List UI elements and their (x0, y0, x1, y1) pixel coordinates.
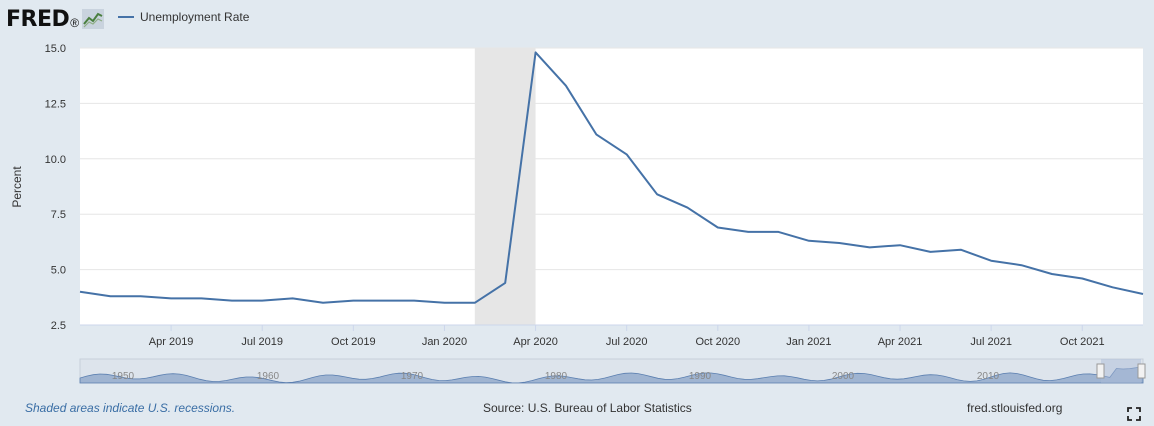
x-tick-label: Jul 2021 (970, 336, 1012, 348)
legend-swatch (118, 16, 134, 18)
plot-area (80, 48, 1143, 325)
navigator-label: 2000 (832, 371, 855, 382)
y-tick-label: 15.0 (45, 43, 66, 55)
series-line (79, 51, 1144, 304)
x-tick-label: Oct 2019 (331, 336, 376, 348)
navigator-label: 1970 (401, 371, 424, 382)
logo-registered-mark: ® (70, 16, 80, 30)
y-tick-label: 2.5 (51, 320, 66, 332)
x-tick-label: Jul 2020 (606, 336, 648, 348)
x-tick-label: Jul 2019 (241, 336, 283, 348)
x-tick-label: Apr 2021 (878, 336, 923, 348)
navigator-series (79, 365, 1144, 384)
legend-label: Unemployment Rate (140, 10, 250, 24)
navigator-handle-right (1137, 363, 1146, 379)
navigator-label: 2010 (977, 371, 1000, 382)
y-tick-label: 10.0 (45, 154, 66, 166)
range-navigator[interactable]: 1950 1960 1970 1980 1990 2000 2010 (79, 358, 1146, 384)
y-tick-label: 12.5 (45, 98, 66, 110)
logo-text: FRED (6, 6, 70, 32)
x-tick-label: Oct 2021 (1060, 336, 1105, 348)
site-link[interactable]: fred.stlouisfed.org (967, 401, 1063, 415)
y-tick-label: 7.5 (51, 209, 66, 221)
x-tick-label: Apr 2019 (149, 336, 194, 348)
navigator-window (1101, 359, 1141, 383)
legend[interactable]: Unemployment Rate (118, 10, 249, 24)
source-text: Source: U.S. Bureau of Labor Statistics (483, 401, 692, 415)
x-tick-label: Apr 2020 (513, 336, 558, 348)
navigator-label: 1960 (257, 371, 280, 382)
x-tick-label: Jan 2020 (422, 336, 467, 348)
chart-header: FRED ® Unemployment Rate (0, 0, 1154, 40)
fred-logo[interactable]: FRED ® (6, 5, 105, 33)
chart-line-icon (82, 9, 105, 29)
x-tick-label: Jan 2021 (786, 336, 831, 348)
navigator-label: 1950 (112, 371, 135, 382)
y-tick-label: 5.0 (51, 265, 66, 277)
x-tick-label: Oct 2020 (695, 336, 740, 348)
navigator-label: 1980 (545, 371, 568, 382)
navigator-handle-left (1096, 363, 1105, 379)
navigator-label: 1990 (689, 371, 712, 382)
y-axis-title: Percent (10, 166, 24, 208)
recession-note[interactable]: Shaded areas indicate U.S. recessions. (25, 401, 236, 415)
fullscreen-icon[interactable] (1127, 407, 1141, 421)
